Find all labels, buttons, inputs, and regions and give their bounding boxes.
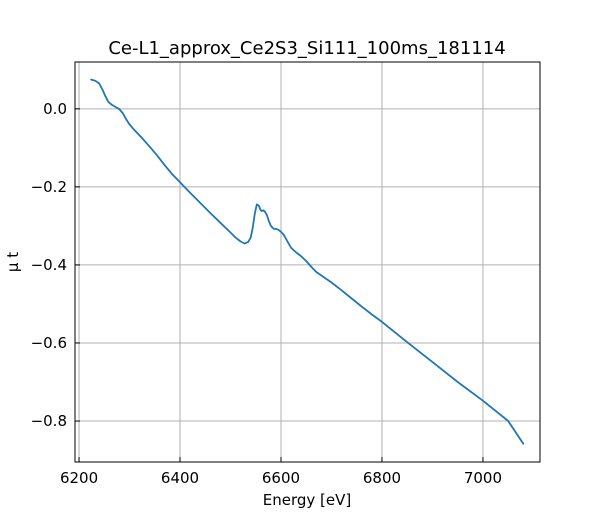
- y-axis-label: μ t: [4, 252, 22, 272]
- series-line: [90, 78, 525, 445]
- x-tick-label: 6800: [363, 469, 401, 487]
- x-tick-label: 6400: [161, 469, 199, 487]
- y-tick-label: −0.4: [31, 256, 67, 274]
- x-axis-label: Energy [eV]: [263, 491, 351, 509]
- plot-area-frame: [74, 61, 541, 463]
- y-tick-label: −0.6: [31, 334, 67, 352]
- y-tick-label: −0.2: [31, 178, 67, 196]
- x-tick-label: 6600: [262, 469, 300, 487]
- grid-lines: [75, 62, 540, 462]
- axis-ticks: 6200 6400 6600 6800 7000 0.0 −0.2 −0.4 −0.6 −0.8: [31, 100, 502, 487]
- y-tick-label: −0.8: [31, 412, 67, 430]
- x-tick-label: 6200: [60, 469, 98, 487]
- x-tick-label: 7000: [464, 469, 502, 487]
- chart-title: Ce-L1_approx_Ce2S3_Si111_100ms_181114: [108, 38, 505, 59]
- y-tick-label: 0.0: [43, 100, 67, 118]
